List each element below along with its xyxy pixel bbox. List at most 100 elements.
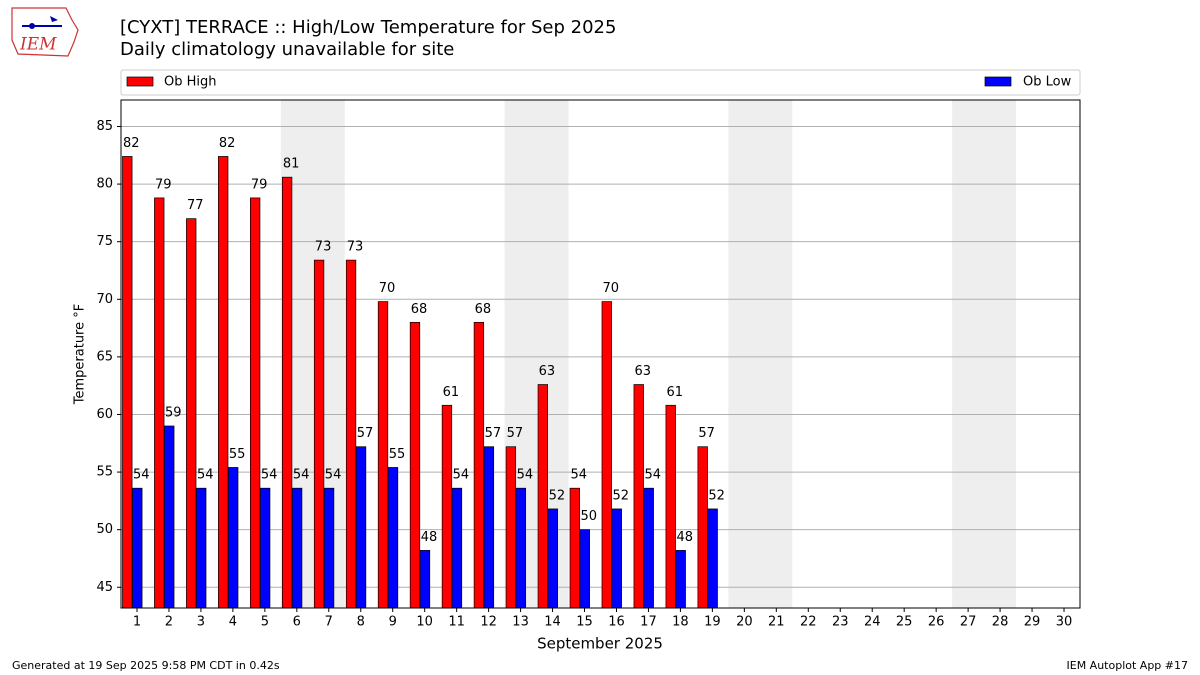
data-label: 54: [644, 468, 661, 483]
x-tick-label: 17: [640, 615, 657, 630]
bar: [228, 467, 239, 609]
data-label: 77: [187, 198, 204, 213]
legend-swatch: [126, 76, 154, 87]
x-tick-label: 10: [416, 615, 433, 630]
x-tick-label: 8: [357, 615, 365, 630]
data-label: 79: [155, 177, 172, 192]
legend-swatch: [984, 76, 1012, 87]
x-tick-label: 7: [325, 615, 333, 630]
bar: [132, 487, 143, 609]
bar: [291, 487, 303, 609]
data-label: 57: [485, 426, 502, 441]
bar: [505, 446, 517, 609]
logo: IEM: [11, 7, 79, 57]
data-label: 54: [517, 468, 534, 483]
y-tick-label: 85: [96, 119, 113, 134]
x-tick-label: 20: [736, 615, 753, 630]
bar: [409, 321, 421, 609]
data-label: 54: [453, 468, 470, 483]
data-label: 54: [197, 468, 214, 483]
x-tick-label: 29: [1024, 615, 1041, 630]
x-tick-label: 6: [293, 615, 301, 630]
x-tick-label: 3: [197, 615, 205, 630]
bar: [387, 467, 399, 609]
x-tick-label: 5: [261, 615, 269, 630]
data-label: 73: [347, 240, 364, 255]
bar: [154, 197, 165, 609]
data-label: 54: [571, 468, 588, 483]
bar: [313, 259, 325, 609]
y-tick-label: 60: [96, 407, 113, 422]
data-label: 82: [219, 136, 236, 151]
data-label: 55: [389, 447, 406, 462]
data-label: 79: [251, 177, 268, 192]
x-tick-label: 13: [512, 615, 529, 630]
data-label: 48: [676, 530, 693, 545]
data-label: 57: [698, 426, 715, 441]
logo-flag: [50, 16, 58, 22]
bar: [579, 529, 590, 609]
data-label: 59: [165, 405, 182, 420]
data-label: 70: [379, 281, 396, 296]
bar: [483, 446, 495, 609]
shade-band: [728, 100, 793, 608]
x-tick-label: 2: [165, 615, 173, 630]
bar: [186, 218, 197, 609]
legend-box: [120, 69, 1081, 96]
bar: [611, 508, 622, 609]
data-label: 52: [708, 488, 725, 503]
bar: [281, 176, 293, 609]
logo-outline: [11, 7, 79, 57]
data-label: 54: [325, 468, 342, 483]
bar: [345, 259, 357, 609]
y-tick-label: 80: [96, 177, 113, 192]
bar: [451, 487, 463, 609]
bar: [643, 487, 654, 609]
bar: [441, 404, 453, 609]
x-tick-label: 14: [544, 615, 561, 630]
logo-dot: [29, 23, 35, 29]
x-tick-label: 16: [608, 615, 625, 630]
bar: [355, 446, 367, 609]
x-tick-label: 22: [800, 615, 817, 630]
chart-title: [CYXT] TERRACE :: High/Low Temperature f…: [120, 17, 616, 38]
data-label: 54: [293, 468, 310, 483]
y-axis-label: Temperature °F: [73, 304, 88, 405]
footer-left: Generated at 19 Sep 2025 9:58 PM CDT in …: [12, 659, 280, 672]
x-tick-label: 1: [133, 615, 141, 630]
bar: [537, 384, 548, 609]
x-axis-label: September 2025: [537, 635, 663, 653]
shade-band: [952, 100, 1017, 608]
legend-label: Ob High: [164, 75, 217, 90]
data-label: 61: [443, 385, 460, 400]
bar: [675, 550, 686, 609]
x-tick-label: 25: [896, 615, 913, 630]
data-label: 68: [475, 302, 492, 317]
footer-right: IEM Autoplot App #17: [1067, 659, 1189, 672]
x-tick-label: 12: [480, 615, 497, 630]
bar: [218, 156, 229, 609]
data-label: 61: [666, 385, 683, 400]
bar: [419, 550, 431, 609]
logo-text: IEM: [19, 35, 57, 55]
bar: [515, 487, 527, 609]
data-label: 50: [581, 509, 598, 524]
data-label: 54: [133, 468, 150, 483]
x-tick-label: 11: [448, 615, 465, 630]
legend-label: Ob Low: [1023, 75, 1072, 90]
x-tick-label: 9: [389, 615, 397, 630]
bar: [707, 508, 718, 609]
data-label: 57: [357, 426, 374, 441]
data-label: 54: [261, 468, 278, 483]
x-tick-label: 30: [1056, 615, 1073, 630]
x-tick-label: 18: [672, 615, 689, 630]
bar: [122, 156, 133, 609]
x-tick-label: 21: [768, 615, 785, 630]
bar: [665, 404, 676, 609]
bar: [633, 384, 644, 609]
bar: [601, 301, 612, 609]
y-tick-label: 50: [96, 522, 113, 537]
x-tick-label: 27: [960, 615, 977, 630]
data-label: 82: [123, 136, 140, 151]
